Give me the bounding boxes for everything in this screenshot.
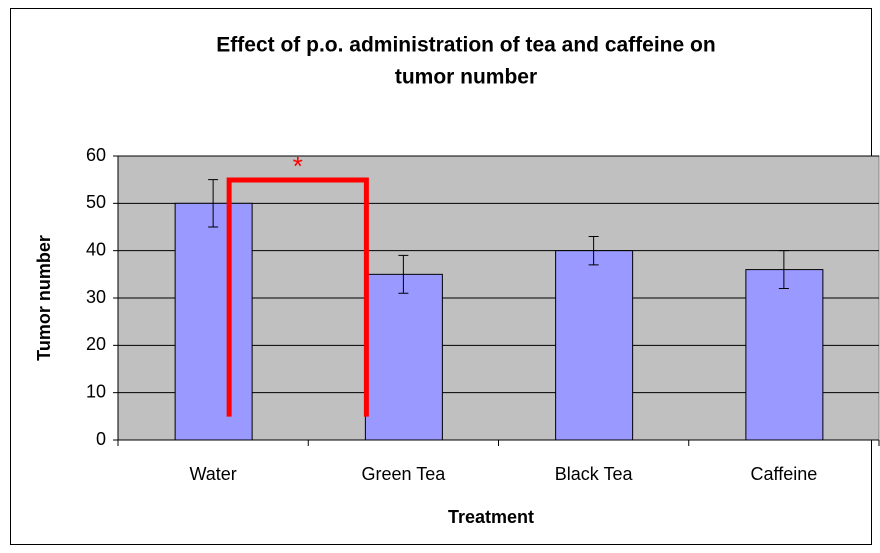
error-bar (778, 250, 789, 290)
x-axis-title: Treatment (448, 507, 534, 527)
y-axis-title: Tumor number (34, 235, 54, 361)
error-bar (588, 235, 599, 266)
bar (745, 269, 824, 441)
x-tick-label: Black Tea (555, 464, 634, 484)
y-tick-label: 40 (86, 239, 106, 259)
error-bar (398, 254, 409, 294)
error-bar (208, 179, 219, 228)
y-tick-label: 0 (96, 429, 106, 449)
x-tick-label: Water (189, 464, 236, 484)
chart-title: Effect of p.o. administration of tea and… (216, 34, 715, 57)
x-tick-label: Green Tea (362, 464, 447, 484)
significance-bracket (226, 177, 369, 417)
y-tick-label: 50 (86, 192, 106, 212)
bar (174, 202, 253, 441)
significance-marker: * (293, 151, 303, 181)
y-tick-label: 60 (86, 145, 106, 165)
bar (364, 273, 443, 441)
chart-title: tumor number (395, 66, 537, 89)
y-tick-label: 20 (86, 334, 106, 354)
x-tick-label: Caffeine (751, 464, 818, 484)
bar (555, 250, 634, 441)
y-tick-label: 30 (86, 287, 106, 307)
y-tick-label: 10 (86, 381, 106, 401)
